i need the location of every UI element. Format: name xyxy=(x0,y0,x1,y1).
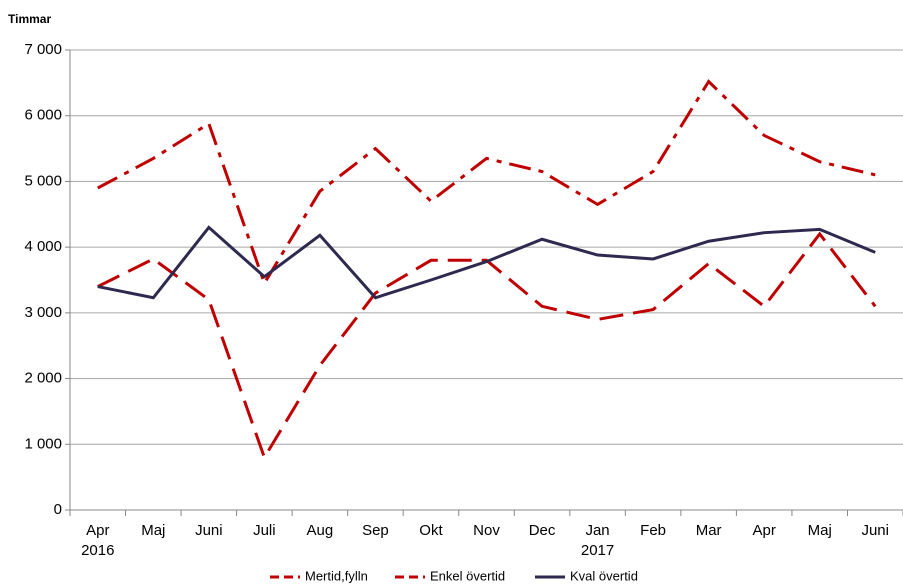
x-tick-label: Aug xyxy=(307,522,334,539)
y-tick-label: 1 000 xyxy=(24,435,62,452)
legend-label: Kval övertid xyxy=(570,568,638,583)
x-tick-label: Maj xyxy=(808,522,832,539)
y-tick-label: 0 xyxy=(54,501,62,518)
legend-label: Mertid,fylln xyxy=(305,568,368,583)
x-tick-label: Mar xyxy=(696,522,722,539)
x-year-label: 2017 xyxy=(581,542,614,559)
x-tick-label: Juni xyxy=(861,522,889,539)
x-tick-label: Sep xyxy=(362,522,389,539)
y-tick-label: 4 000 xyxy=(24,238,62,255)
x-tick-label: Feb xyxy=(640,522,666,539)
x-tick-label: Maj xyxy=(141,522,165,539)
series-line xyxy=(97,231,877,461)
x-tick-label: Apr xyxy=(752,522,775,539)
x-tick-label: Jan xyxy=(585,522,609,539)
x-tick-label: Juli xyxy=(253,522,276,539)
x-year-label: 2016 xyxy=(81,542,114,559)
x-tick-label: Juni xyxy=(195,522,223,539)
y-tick-label: 6 000 xyxy=(24,107,62,124)
y-tick-label: 5 000 xyxy=(24,172,62,189)
y-tick-label: 3 000 xyxy=(24,304,62,321)
legend-label: Enkel övertid xyxy=(430,568,505,583)
x-tick-label: Nov xyxy=(473,522,500,539)
x-tick-label: Dec xyxy=(529,522,556,539)
y-tick-label: 2 000 xyxy=(24,370,62,387)
x-tick-label: Okt xyxy=(419,522,443,539)
y-tick-label: 7 000 xyxy=(24,41,62,58)
x-tick-label: Apr xyxy=(86,522,109,539)
y-axis-title: Timmar xyxy=(8,12,51,26)
series-line xyxy=(97,225,876,300)
series-line xyxy=(97,79,876,287)
